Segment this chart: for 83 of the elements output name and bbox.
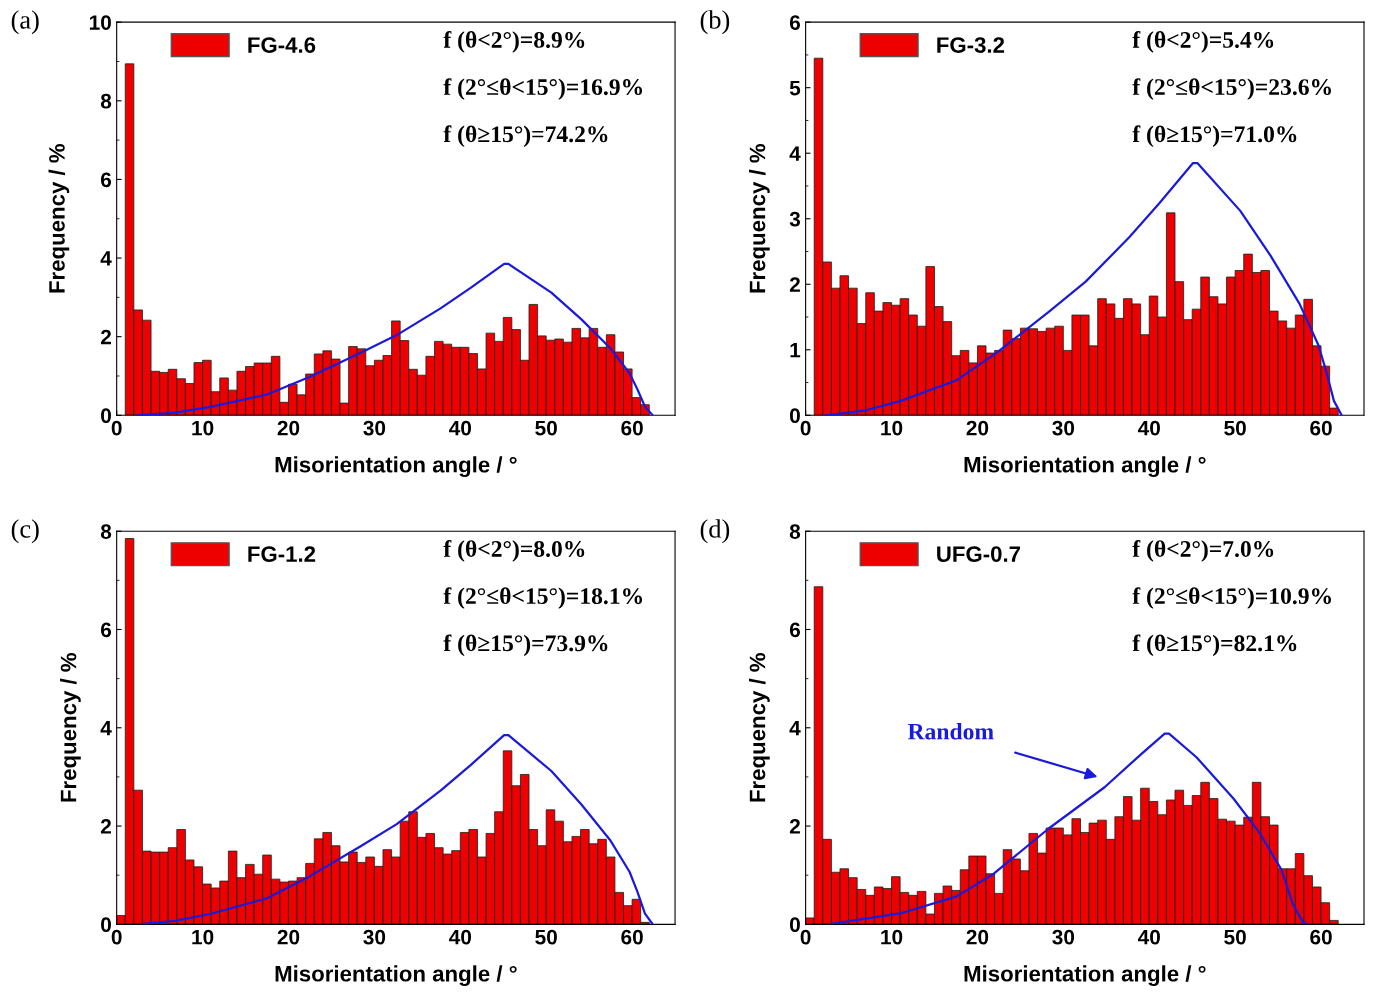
y-tick-label: 4	[789, 146, 801, 161]
y-tick-label: 4	[789, 720, 801, 736]
chart-title: (a)	[11, 10, 39, 35]
y-axis-title: Frequency / %	[48, 143, 70, 293]
annotation: f (θ<2°)=5.4%	[1132, 31, 1274, 53]
y-axis-title: Frequency / %	[60, 653, 81, 802]
y-tick-label: 6	[100, 172, 112, 188]
x-tick-label: 30	[1052, 420, 1075, 436]
y-tick-label: 8	[789, 524, 801, 539]
x-tick-label: 0	[800, 929, 811, 945]
x-tick-label: 0	[800, 420, 811, 436]
y-tick-label: 0	[790, 408, 800, 424]
x-tick-label: 20	[966, 929, 989, 945]
y-tick-label: 0	[790, 917, 800, 933]
legend-label: FG-3.2	[937, 37, 1005, 53]
x-tick-label: 60	[621, 420, 643, 436]
x-tick-label: 60	[1310, 420, 1332, 436]
y-tick-label: 1	[790, 342, 801, 358]
y-tick-label: 10	[89, 15, 111, 30]
y-tick-label: 4	[100, 720, 112, 736]
x-tick-label: 60	[621, 929, 643, 945]
x-tick-label: 30	[363, 929, 386, 945]
annotation: f (θ<2°)=8.0%	[443, 540, 585, 562]
x-tick-label: 50	[535, 420, 557, 436]
y-axis-title: Frequency / %	[749, 653, 770, 802]
x-axis-title: Misorientation angle / °	[275, 456, 517, 478]
annotation: f (2°≤θ<15°)=10.9%	[1132, 587, 1331, 609]
legend-label: FG-4.6	[248, 37, 316, 53]
y-tick-label: 8	[100, 524, 112, 539]
annotation: f (θ<2°)=7.0%	[1132, 540, 1274, 562]
chart-title: (c)	[11, 519, 39, 544]
annotation: Random	[907, 722, 994, 740]
annotation: f (2°≤θ<15°)=16.9%	[443, 78, 643, 100]
annotation: f (θ≥15°)=82.1%	[1132, 634, 1297, 657]
x-tick-label: 40	[449, 420, 472, 436]
x-tick-label: 50	[1224, 420, 1246, 436]
x-tick-label: 40	[449, 929, 472, 945]
y-tick-label: 2	[789, 819, 800, 834]
y-tick-label: 2	[100, 329, 111, 345]
x-tick-label: 10	[192, 420, 214, 436]
y-tick-label: 6	[789, 15, 801, 30]
x-axis-title: Misorientation angle / °	[275, 965, 517, 987]
y-axis-title: Frequency / %	[749, 143, 770, 293]
annotation: f (θ<2°)=8.9%	[443, 31, 585, 53]
annotation: f (2°≤θ<15°)=23.6%	[1132, 78, 1331, 100]
x-axis-title: Misorientation angle / °	[964, 965, 1206, 987]
y-tick-label: 5	[789, 80, 801, 96]
x-tick-label: 10	[881, 420, 903, 436]
x-axis-title: Misorientation angle / °	[964, 456, 1206, 478]
line-series	[137, 262, 654, 416]
x-tick-label: 30	[1052, 929, 1075, 945]
annotation: f (θ≥15°)=71.0%	[1132, 125, 1297, 148]
chart-title: (d)	[700, 519, 730, 544]
x-tick-label: 60	[1310, 929, 1332, 945]
line-series	[137, 734, 654, 925]
x-tick-label: 30	[363, 420, 386, 436]
x-tick-label: 20	[277, 929, 300, 945]
x-tick-label: 50	[1224, 929, 1246, 945]
x-tick-label: 40	[1137, 929, 1160, 945]
x-tick-label: 0	[111, 420, 122, 436]
legend-label: FG-1.2	[248, 546, 316, 562]
y-tick-label: 8	[100, 93, 112, 109]
y-tick-label: 0	[101, 408, 111, 424]
x-tick-label: 50	[535, 929, 557, 945]
y-tick-label: 2	[789, 277, 800, 292]
y-tick-label: 2	[100, 819, 111, 834]
x-tick-label: 20	[966, 420, 989, 436]
legend-label: UFG-0.7	[937, 546, 1021, 562]
x-tick-label: 10	[881, 929, 903, 945]
y-tick-label: 6	[789, 622, 801, 638]
x-tick-label: 20	[277, 420, 300, 436]
line-series	[825, 161, 1343, 416]
y-tick-label: 6	[100, 622, 112, 638]
annotation: f (θ≥15°)=73.9%	[443, 634, 608, 657]
x-tick-label: 40	[1137, 420, 1160, 436]
y-tick-label: 3	[789, 211, 801, 227]
x-tick-label: 10	[192, 929, 214, 945]
annotation: f (2°≤θ<15°)=18.1%	[443, 587, 643, 609]
y-tick-label: 0	[101, 917, 111, 933]
y-tick-label: 4	[100, 251, 112, 266]
x-tick-label: 0	[111, 929, 122, 945]
chart-title: (b)	[700, 10, 730, 35]
annotation: f (θ≥15°)=74.2%	[443, 125, 608, 148]
